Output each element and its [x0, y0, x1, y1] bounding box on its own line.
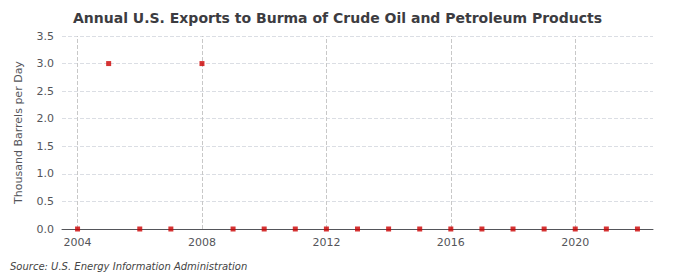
svg-text:2008: 2008	[188, 236, 216, 249]
svg-text:Source: U.S. Energy Informatio: Source: U.S. Energy Information Administ…	[10, 261, 247, 272]
svg-text:0.0: 0.0	[37, 223, 55, 236]
svg-text:2004: 2004	[64, 236, 92, 249]
svg-text:2.0: 2.0	[37, 112, 55, 125]
svg-text:1.0: 1.0	[37, 167, 55, 180]
svg-text:2020: 2020	[561, 236, 589, 249]
svg-text:Annual U.S. Exports to Burma o: Annual U.S. Exports to Burma of Crude Oi…	[73, 10, 602, 26]
svg-text:1.5: 1.5	[37, 140, 55, 153]
svg-text:2012: 2012	[312, 236, 340, 249]
svg-text:3.5: 3.5	[37, 30, 55, 43]
svg-text:0.5: 0.5	[37, 195, 55, 208]
svg-text:Thousand Barrels per Day: Thousand Barrels per Day	[12, 61, 25, 205]
svg-text:3.0: 3.0	[37, 57, 55, 70]
svg-text:2.5: 2.5	[37, 85, 55, 98]
svg-text:2016: 2016	[437, 236, 465, 249]
